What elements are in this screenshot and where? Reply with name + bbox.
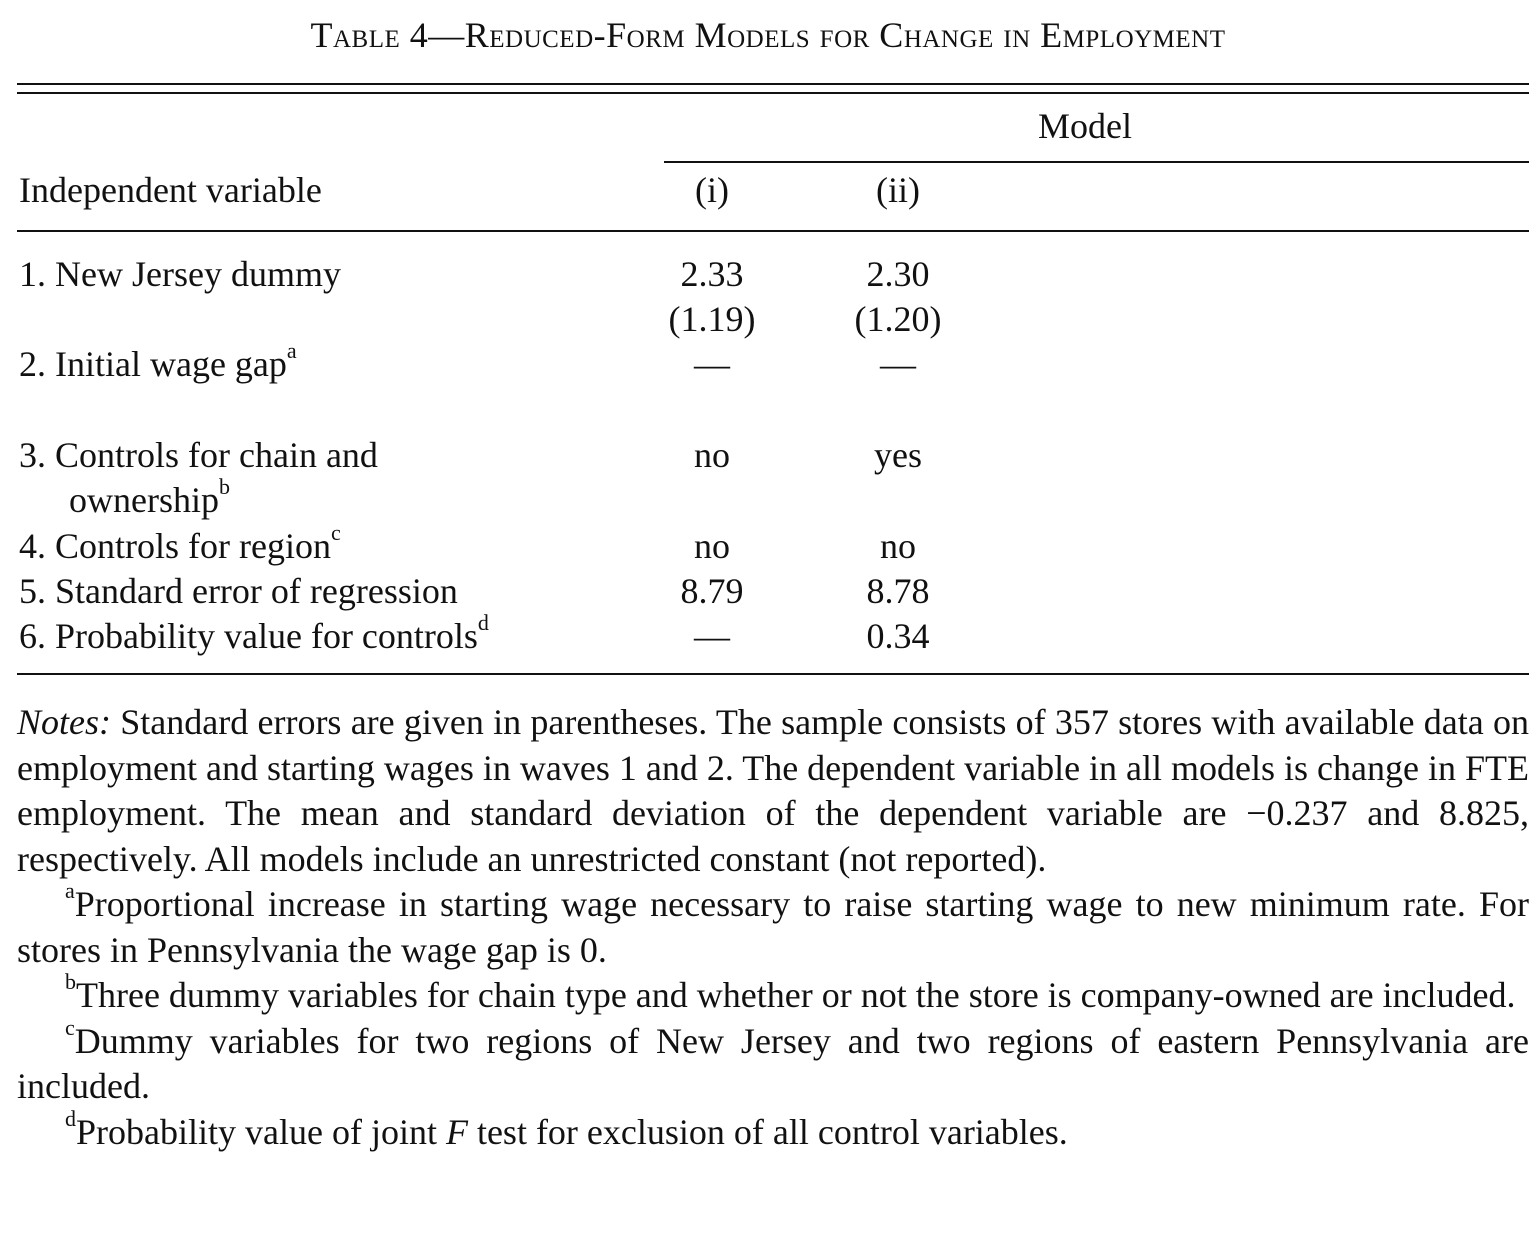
row-label: 6. Probability value for controlsd [19,610,489,657]
cell-value: 8.79 [680,571,744,611]
variable-column-header: Independent variable [19,170,322,210]
bottom-rule [17,673,1529,675]
footnote-c: cDummy variables for two regions of New … [17,1014,1529,1106]
footnote-marker: b [218,474,230,499]
cell-value: no [694,435,730,475]
model-rule [664,161,1529,163]
cell-value: no [694,526,730,566]
notes-lead: Notes: [17,702,111,742]
cell-value: no [880,526,916,566]
footnote-d: dProbability value of joint F test for e… [65,1105,1068,1152]
footnote-marker: d [477,610,489,635]
row-label: 2. Initial wage gapa [19,338,297,385]
cell-value: — [880,344,916,384]
table-title: Table 4—Reduced-Form Models for Change i… [310,15,1226,55]
table-notes: Notes: Standard errors are given in pare… [17,700,1529,1155]
footnote-marker: a [286,338,297,363]
cell-value: 2.33 [680,254,744,294]
top-rule-1 [17,83,1529,85]
cell-value: yes [874,435,922,475]
footnote-a: aProportional increase in starting wage … [17,878,1529,970]
footnote-marker: c [330,520,341,545]
cell-value: — [694,344,730,384]
footnote-b: bThree dummy variables for chain type an… [65,969,1516,1016]
column-header-i: (i) [695,170,729,210]
cell-standard-error: (1.19) [668,299,756,339]
notes-paragraph: Notes: Standard errors are given in pare… [17,702,1530,879]
row-label: 1. New Jersey dummy [19,254,341,294]
row-label: 4. Controls for regionc [19,520,341,567]
cell-value: — [694,616,730,656]
cell-value: 0.34 [866,616,930,656]
top-rule-2 [17,92,1529,94]
row-label: 3. Controls for chain and [19,435,378,475]
cell-value: 8.78 [866,571,930,611]
model-header: Model [1038,106,1132,146]
cell-standard-error: (1.20) [854,299,942,339]
cell-value: 2.30 [866,254,930,294]
column-header-ii: (ii) [876,170,920,210]
row-label: 5. Standard error of regression [19,571,458,611]
row-label-continued: ownershipb [69,474,230,521]
header-rule [17,230,1529,232]
